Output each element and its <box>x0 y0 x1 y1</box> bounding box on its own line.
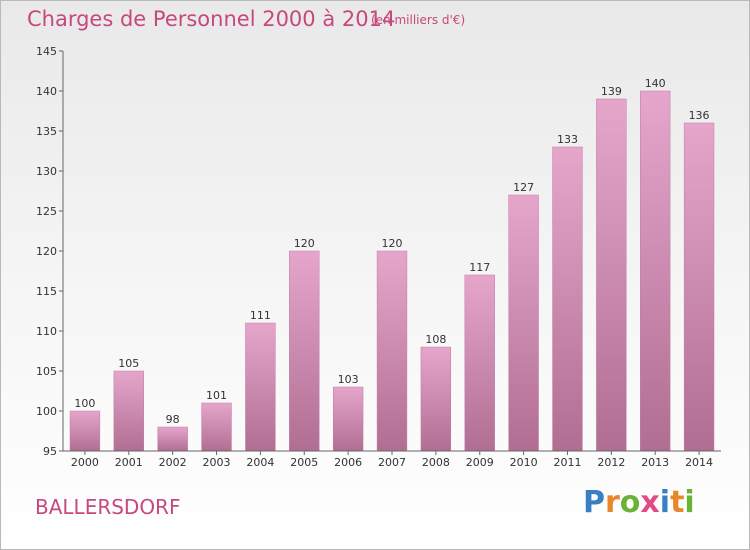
y-tick-label: 140 <box>36 85 57 98</box>
bar <box>289 250 320 452</box>
data-label: 120 <box>382 237 403 250</box>
bar <box>552 146 583 452</box>
x-tick-label: 2003 <box>203 456 231 469</box>
y-tick-label: 120 <box>36 245 57 258</box>
data-label: 133 <box>557 133 578 146</box>
bar <box>683 122 715 452</box>
bar <box>113 370 144 452</box>
bar <box>69 410 101 452</box>
proxiti-logo[interactable]: Proxiti <box>583 485 695 520</box>
x-tick-label: 2013 <box>641 456 669 469</box>
bar <box>245 322 276 452</box>
bar <box>332 386 364 452</box>
logo-letter: r <box>605 485 620 520</box>
data-label: 98 <box>166 413 180 426</box>
x-tick-label: 2008 <box>422 456 450 469</box>
y-tick-label: 95 <box>43 445 57 458</box>
x-tick-label: 2004 <box>246 456 274 469</box>
data-label: 136 <box>689 109 710 122</box>
bar <box>596 98 627 452</box>
data-label: 120 <box>294 237 315 250</box>
y-tick-label: 105 <box>36 365 57 378</box>
x-tick-label: 2011 <box>553 456 581 469</box>
commune-name: BALLERSDORF <box>35 495 181 519</box>
data-label: 117 <box>469 261 490 274</box>
bar <box>157 426 188 452</box>
logo-letter: t <box>670 485 685 520</box>
data-label: 108 <box>425 333 446 346</box>
bar <box>464 274 495 452</box>
x-tick-label: 2000 <box>71 456 99 469</box>
x-tick-label: 2006 <box>334 456 362 469</box>
x-tick-label: 2002 <box>159 456 187 469</box>
data-label: 111 <box>250 309 271 322</box>
x-tick-label: 2007 <box>378 456 406 469</box>
data-label: 140 <box>645 77 666 90</box>
bar <box>640 90 671 452</box>
bar <box>201 402 232 452</box>
data-label: 139 <box>601 85 622 98</box>
x-tick-label: 2012 <box>597 456 625 469</box>
logo-letter: i <box>659 485 671 520</box>
logo-letter: x <box>640 485 660 520</box>
y-tick-label: 115 <box>36 285 57 298</box>
x-tick-label: 2009 <box>466 456 494 469</box>
logo-letter: o <box>619 485 641 520</box>
data-label: 101 <box>206 389 227 402</box>
data-label: 103 <box>338 373 359 386</box>
x-tick-label: 2010 <box>510 456 538 469</box>
chart-title: Charges de Personnel 2000 à 2014 <box>27 7 396 31</box>
data-label: 100 <box>74 397 95 410</box>
y-tick-label: 145 <box>36 45 57 58</box>
bar <box>508 194 539 452</box>
chart-subtitle: (en milliers d'€) <box>371 13 466 27</box>
data-label: 105 <box>118 357 139 370</box>
y-tick-label: 135 <box>36 125 57 138</box>
y-tick-label: 125 <box>36 205 57 218</box>
y-tick-label: 100 <box>36 405 57 418</box>
y-tick-label: 130 <box>36 165 57 178</box>
y-tick-label: 110 <box>36 325 57 338</box>
x-tick-label: 2014 <box>685 456 713 469</box>
bar <box>420 346 452 452</box>
x-tick-label: 2001 <box>115 456 143 469</box>
bar <box>376 250 408 452</box>
data-label: 127 <box>513 181 534 194</box>
logo-letter: P <box>583 485 605 520</box>
logo-letter: i <box>684 485 695 520</box>
x-tick-label: 2005 <box>290 456 318 469</box>
